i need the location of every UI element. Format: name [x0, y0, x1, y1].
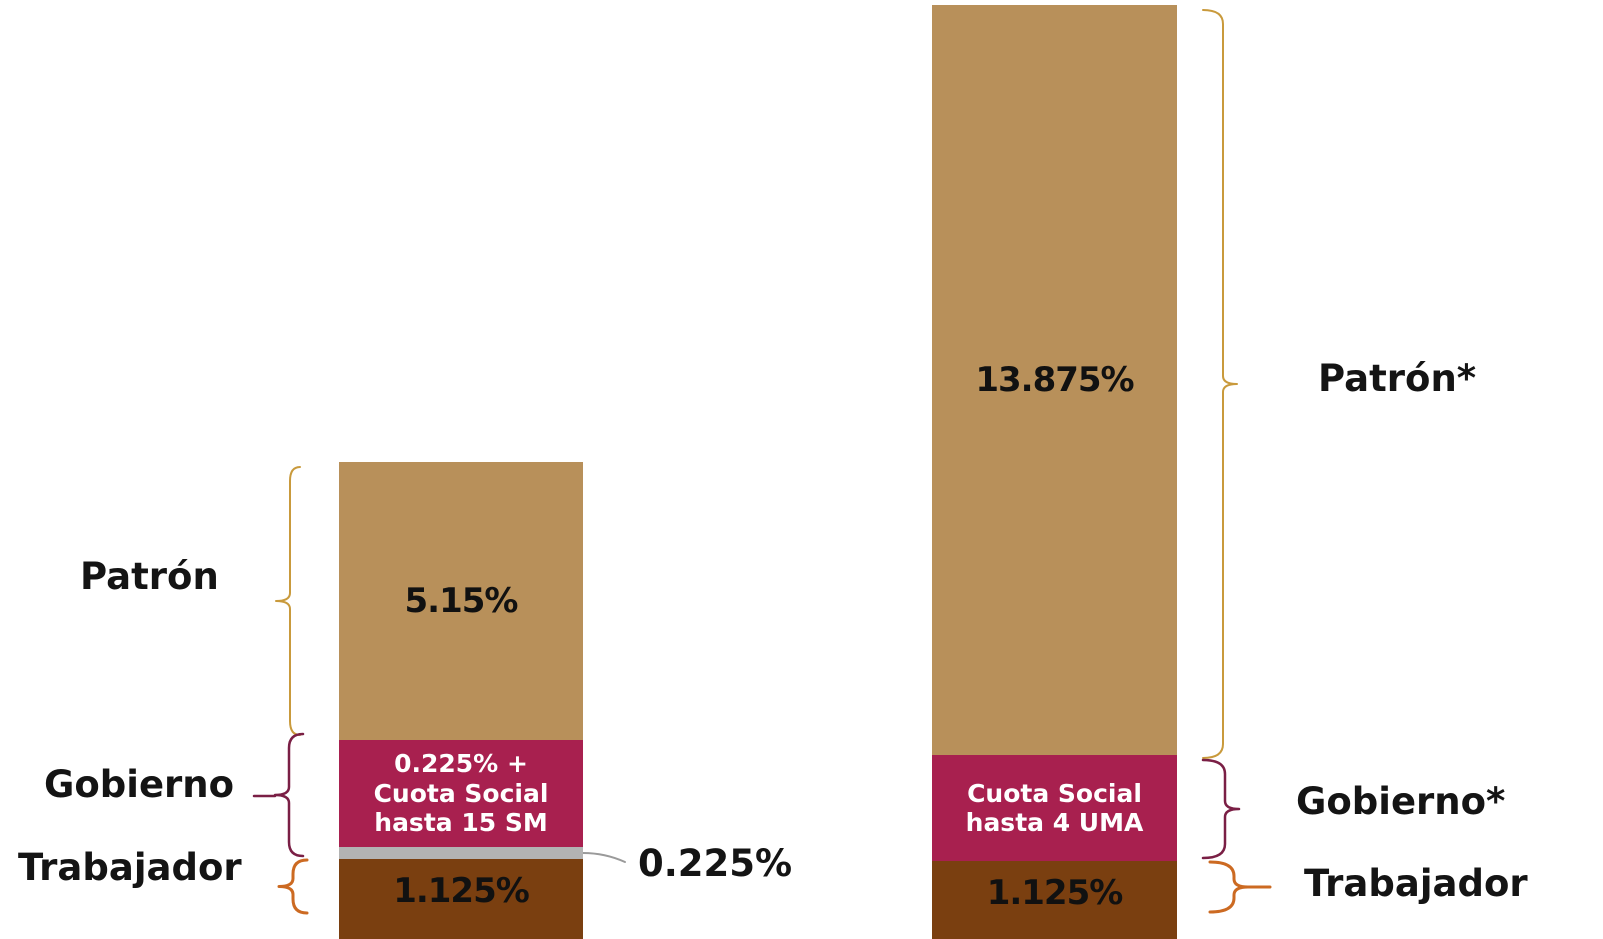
bar-1-trabajador-label: Trabajador	[18, 846, 242, 889]
bar-2-gobierno-value: Cuota Social hasta 4 UMA	[965, 778, 1144, 838]
bar-2-gobierno-label: Gobierno*	[1296, 780, 1506, 823]
bar-1-patron-brace	[275, 466, 301, 736]
bar-2-patron-label: Patrón*	[1318, 357, 1477, 400]
bar-1-trabajador-brace	[277, 858, 309, 915]
bar-1-gobierno-brace	[273, 732, 305, 858]
bar-1-gobierno-label: Gobierno	[44, 763, 235, 806]
bar-2-patron-segment: 13.875%	[932, 5, 1177, 755]
bar-1-separator-label: 0.225%	[638, 842, 793, 885]
bar-1-trabajador-value: 1.125%	[393, 870, 530, 911]
bar-2-trabajador-segment: 1.125%	[932, 861, 1177, 939]
bar-1-gobierno-value: 0.225% + Cuota Social hasta 15 SM	[373, 749, 549, 838]
bar-2-gobierno-segment: Cuota Social hasta 4 UMA	[932, 755, 1177, 861]
bar-1-patron-label: Patrón	[80, 555, 219, 598]
bar-2-patron-value: 13.875%	[975, 359, 1134, 400]
bar-1-separator-leader	[582, 852, 626, 863]
bar-2-gobierno-brace	[1201, 758, 1241, 860]
bar-1-patron-segment: 5.15%	[339, 462, 583, 740]
bar-2-trabajador-brace	[1208, 860, 1250, 914]
bar-1-gobierno-segment: 0.225% + Cuota Social hasta 15 SM	[339, 740, 583, 847]
bar-2-patron-brace	[1202, 9, 1238, 759]
bar-2-trabajador-label: Trabajador	[1304, 862, 1528, 905]
bar-2-trabajador-value: 1.125%	[986, 872, 1124, 913]
bar-1-trabajador-segment: 1.125%	[339, 859, 583, 939]
bar-1-patron-value: 5.15%	[404, 580, 519, 621]
bar-1-separator-segment	[339, 847, 583, 859]
